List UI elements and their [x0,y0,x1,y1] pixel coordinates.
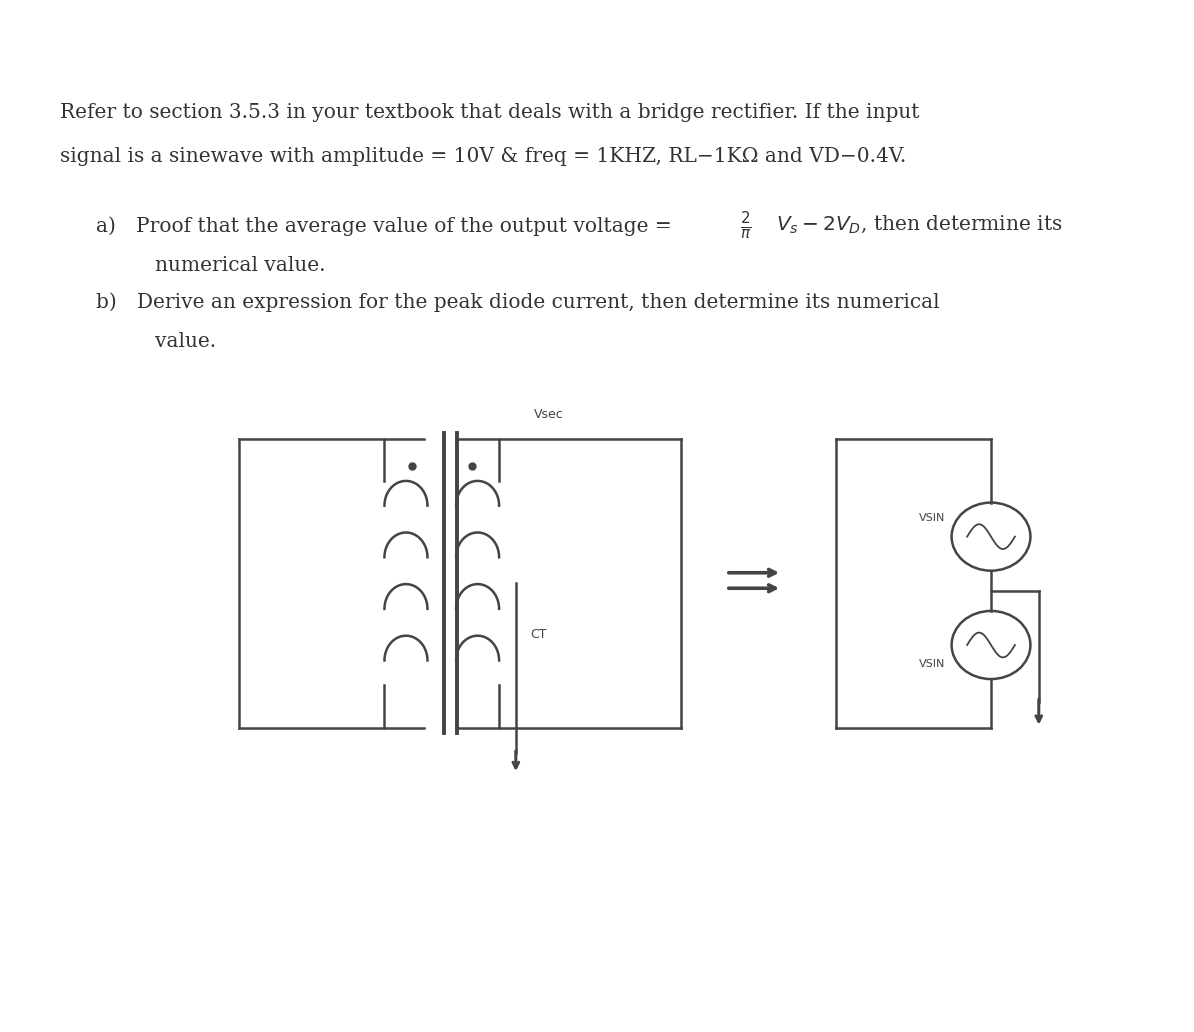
Text: b) Derive an expression for the peak diode current, then determine its numerical: b) Derive an expression for the peak dio… [96,292,940,312]
Text: a) Proof that the average value of the output voltage =: a) Proof that the average value of the o… [96,217,678,236]
Text: Refer to section 3.5.3 in your textbook that deals with a bridge rectifier. If t: Refer to section 3.5.3 in your textbook … [60,103,919,122]
Text: $V_s - 2V_D$, then determine its: $V_s - 2V_D$, then determine its [776,214,1063,235]
Text: CT: CT [530,628,547,641]
Text: numerical value.: numerical value. [155,256,326,275]
Text: $\frac{2}{\pi}$: $\frac{2}{\pi}$ [740,209,752,241]
Text: VSIN: VSIN [919,513,946,523]
Text: signal is a sinewave with amplitude = 10V & freq = 1KHZ, RL−1KΩ and VD−0.4V.: signal is a sinewave with amplitude = 10… [60,147,906,165]
Text: Vsec: Vsec [535,408,564,421]
Text: value.: value. [155,332,216,351]
Text: VSIN: VSIN [919,658,946,669]
